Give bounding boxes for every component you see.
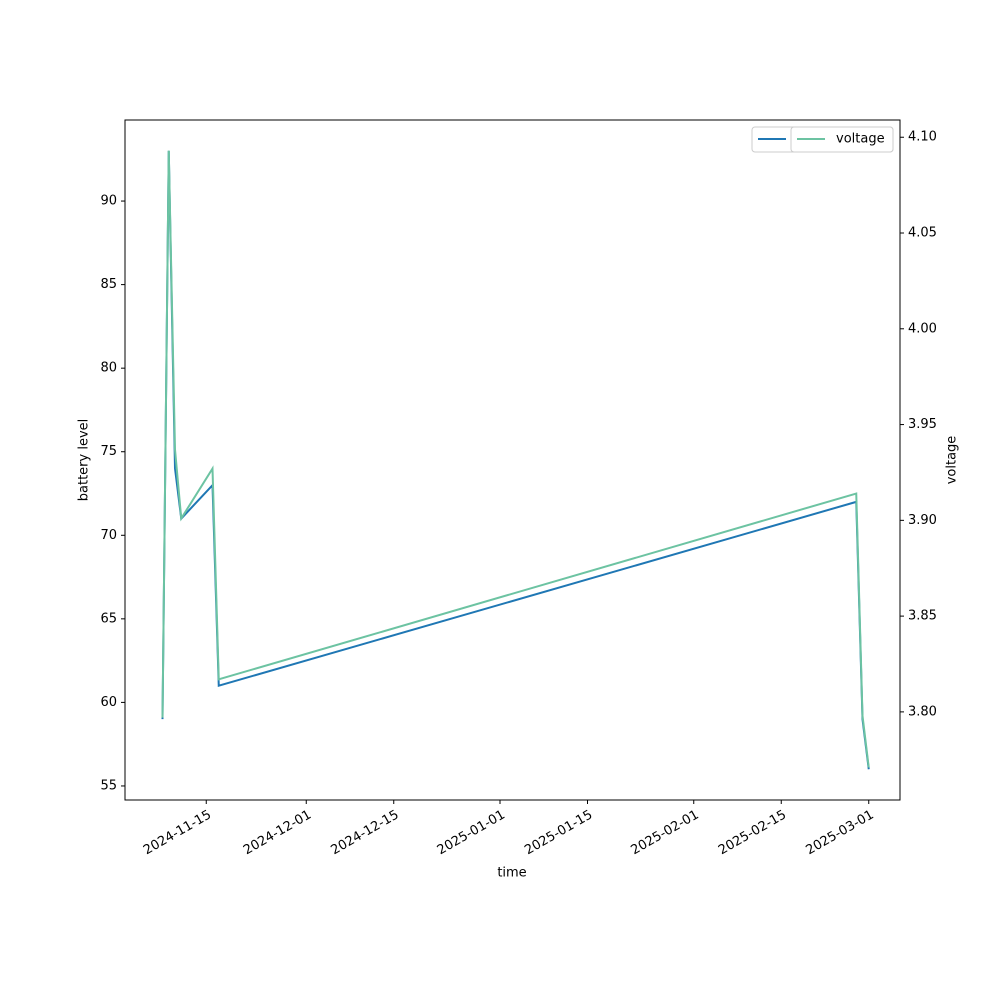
plot-frame bbox=[124, 119, 901, 801]
y-axis-label: battery level bbox=[77, 419, 92, 502]
y-tick-label: 90 bbox=[100, 194, 117, 209]
y2-tick-label: 3.80 bbox=[908, 704, 937, 719]
x-axis-label: time bbox=[497, 866, 526, 881]
legend-label: voltage bbox=[836, 132, 885, 147]
x-tick-label: 2024-12-01 bbox=[241, 808, 314, 859]
y2-tick-label: 3.85 bbox=[908, 609, 937, 624]
y-tick-label: 75 bbox=[100, 444, 117, 459]
x-tick-label: 2025-02-01 bbox=[629, 808, 702, 859]
y2-tick-label: 4.10 bbox=[908, 130, 937, 145]
y2-tick-label: 4.05 bbox=[908, 226, 937, 241]
y2-tick-label: 4.00 bbox=[908, 321, 937, 336]
series-line bbox=[161, 150, 870, 770]
y2-axis-label: voltage bbox=[945, 436, 960, 485]
series-line bbox=[161, 150, 870, 768]
y2-tick-label: 3.95 bbox=[908, 417, 937, 432]
x-tick-label: 2025-03-01 bbox=[804, 808, 877, 859]
y-tick-label: 65 bbox=[100, 611, 117, 626]
x-tick-label: 2025-01-01 bbox=[435, 808, 508, 859]
y-tick-label: 55 bbox=[100, 778, 117, 793]
y-tick-label: 70 bbox=[100, 528, 117, 543]
y-tick-label: 80 bbox=[100, 361, 117, 376]
x-tick-label: 2025-01-15 bbox=[522, 808, 595, 859]
legend: voltage bbox=[790, 126, 894, 153]
x-tick-label: 2024-12-15 bbox=[329, 808, 402, 859]
x-tick-label: 2025-02-15 bbox=[716, 808, 789, 859]
y2-tick-label: 3.90 bbox=[908, 513, 937, 528]
y-tick-label: 60 bbox=[100, 695, 117, 710]
y-tick-label: 85 bbox=[100, 277, 117, 292]
legend-box bbox=[790, 126, 894, 153]
x-tick-label: 2024-11-15 bbox=[141, 808, 214, 859]
